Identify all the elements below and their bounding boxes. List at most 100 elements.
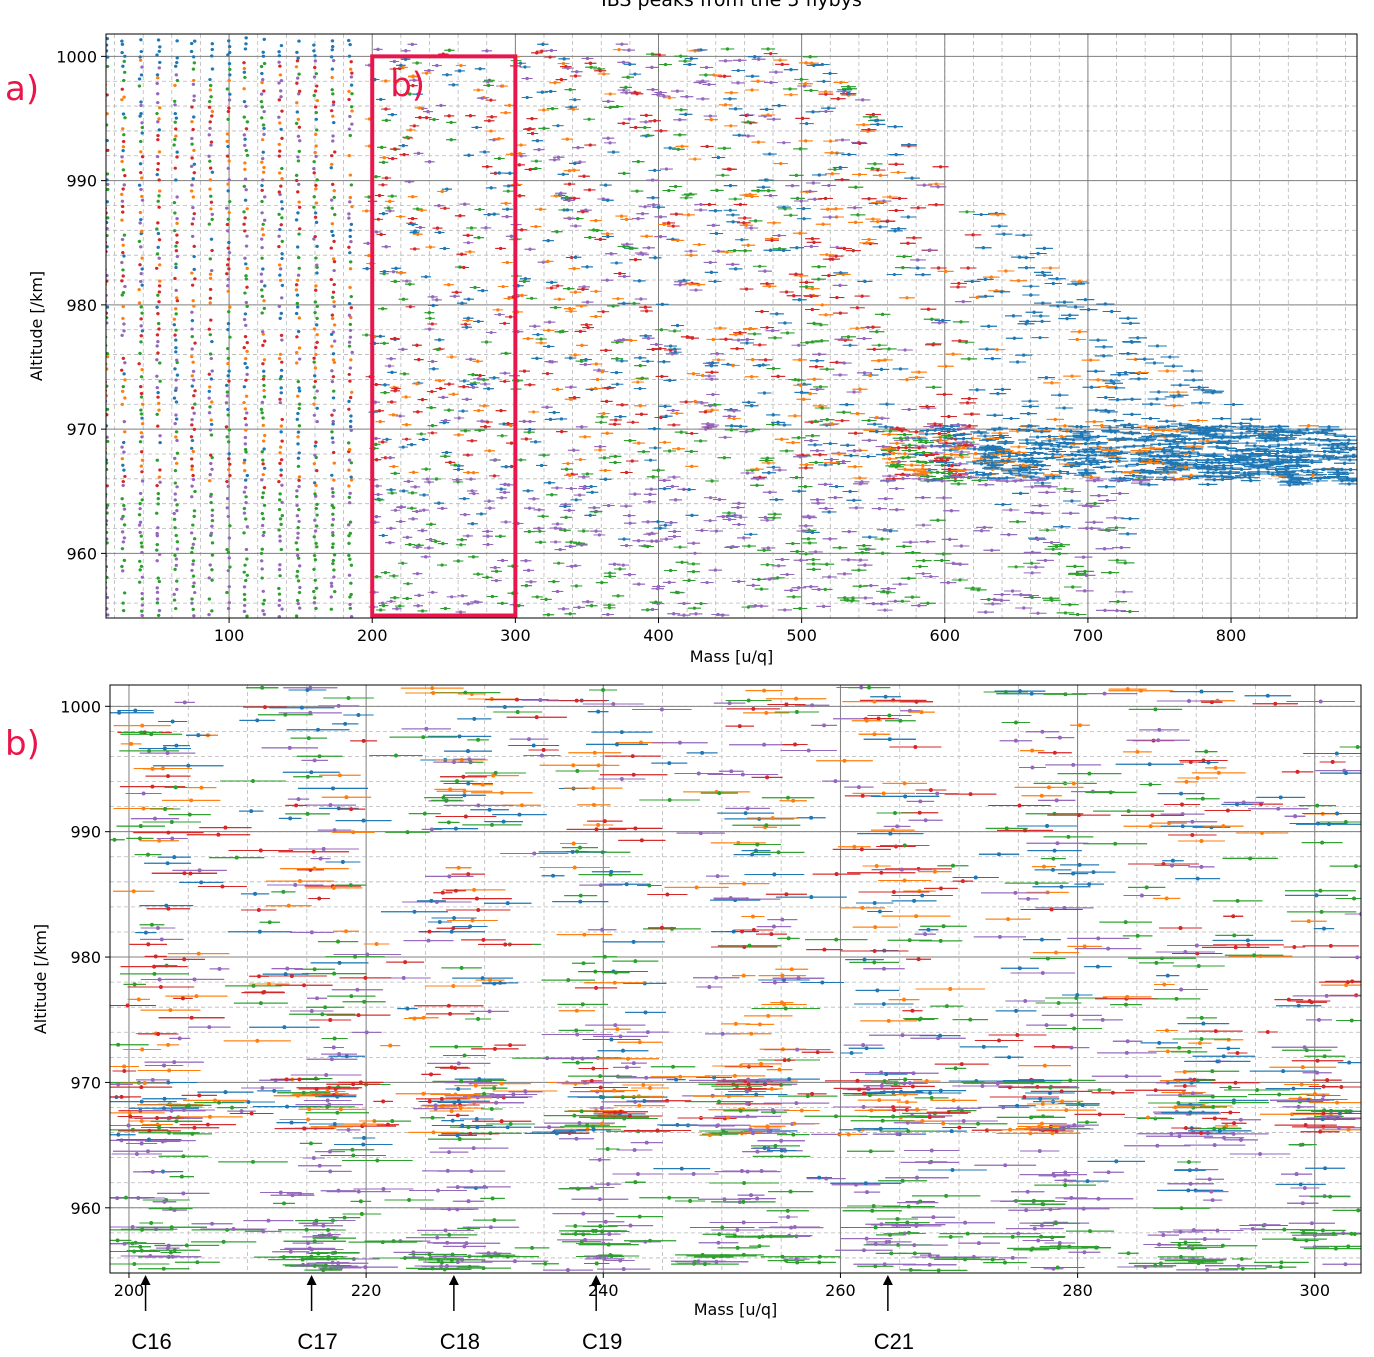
grid xyxy=(106,34,1357,618)
peak-point xyxy=(312,93,316,98)
peak-point xyxy=(332,553,337,557)
peak-point xyxy=(226,189,230,193)
peak-point xyxy=(298,357,302,361)
peak-point xyxy=(226,346,230,351)
peak-point xyxy=(244,423,248,427)
peak-point xyxy=(173,526,177,530)
peak-point xyxy=(242,66,246,71)
peak-point xyxy=(106,506,109,510)
chart-a: 100 200 300 400 500 600 700 8009609709809901000… xyxy=(5,0,1358,666)
peak-point xyxy=(225,272,229,276)
peak-point xyxy=(193,590,197,595)
peak-point xyxy=(245,411,249,415)
peak-point xyxy=(332,239,336,243)
peak-point xyxy=(106,351,109,356)
peak-point xyxy=(278,574,282,578)
peak-point xyxy=(350,205,354,209)
peak-point xyxy=(279,333,284,337)
peak-point xyxy=(174,307,178,311)
peak-point xyxy=(331,419,335,424)
peak-point xyxy=(348,267,353,271)
peak-point xyxy=(208,126,212,130)
peak-point xyxy=(260,81,264,85)
peak-point xyxy=(315,419,319,424)
peak-point xyxy=(228,50,232,55)
peak-point xyxy=(174,64,178,68)
peak-point xyxy=(158,480,162,484)
peak-point xyxy=(139,231,143,236)
peak-point xyxy=(138,162,143,166)
peak-point xyxy=(244,188,248,192)
peak-point xyxy=(103,548,106,551)
peak-point xyxy=(120,218,124,222)
peak-point xyxy=(158,361,162,365)
peak-point xyxy=(209,356,213,361)
peak-point xyxy=(157,117,161,121)
peak-point xyxy=(140,613,144,618)
peak-point xyxy=(765,563,770,567)
peak-point xyxy=(315,545,319,549)
peak-point xyxy=(350,109,354,113)
peak-point xyxy=(242,99,247,104)
peak-point xyxy=(156,497,160,501)
peak-point xyxy=(348,234,352,239)
peak-point xyxy=(106,607,109,611)
peak-point xyxy=(277,528,281,532)
peak-point xyxy=(244,450,248,454)
peak-point xyxy=(228,67,232,72)
peak-point xyxy=(295,503,299,508)
peak-point xyxy=(330,344,334,348)
peak-point xyxy=(244,262,248,266)
peak-point xyxy=(173,166,177,170)
peak-point xyxy=(190,310,194,314)
peak-point xyxy=(242,210,246,214)
peak-point xyxy=(296,155,300,159)
peak-point xyxy=(296,305,300,309)
peak-point xyxy=(349,581,353,585)
peak-point xyxy=(191,542,195,546)
peak-point xyxy=(192,171,196,175)
peak-point xyxy=(332,389,336,393)
peak-point xyxy=(174,606,178,611)
peak-point xyxy=(312,402,316,406)
peak-point xyxy=(140,479,145,483)
peak-point xyxy=(139,187,143,192)
peak-point xyxy=(226,217,230,221)
peak-point xyxy=(106,461,109,465)
peak-point xyxy=(192,411,196,415)
peak-point xyxy=(295,361,299,365)
peak-point xyxy=(190,271,194,275)
peak-point xyxy=(331,422,335,426)
peak-point xyxy=(139,408,143,412)
peak-point xyxy=(295,489,299,493)
peak-point xyxy=(297,232,301,236)
peak-point xyxy=(296,76,300,80)
peak-point xyxy=(242,133,246,137)
peak-point xyxy=(192,115,196,119)
peak-point xyxy=(209,200,214,204)
peak-point xyxy=(157,66,161,70)
peak-point xyxy=(279,547,283,552)
peak-point xyxy=(227,585,231,589)
peak-point xyxy=(349,478,354,482)
peak-point xyxy=(156,395,160,399)
peak-point xyxy=(347,484,351,488)
peak-point xyxy=(296,278,300,282)
peak-point xyxy=(260,211,264,215)
peak-point xyxy=(140,603,145,607)
peak-point xyxy=(192,148,196,152)
peak-point xyxy=(348,602,352,606)
peak-point xyxy=(330,67,334,71)
peak-point xyxy=(349,60,353,64)
peak-point xyxy=(106,399,108,403)
peak-point xyxy=(106,123,109,127)
peak-point xyxy=(315,84,319,88)
peak-point xyxy=(139,534,143,538)
peak-point xyxy=(315,340,319,344)
peak-point xyxy=(280,207,284,211)
peak-point xyxy=(296,456,301,460)
peak-point xyxy=(191,299,195,303)
peak-point xyxy=(123,378,127,382)
peak-point xyxy=(315,316,319,320)
peak-point xyxy=(330,436,335,440)
